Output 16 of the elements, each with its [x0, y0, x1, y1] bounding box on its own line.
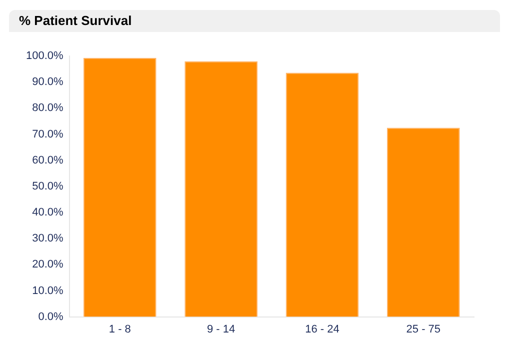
x-tick-label: 9 - 14 — [206, 323, 236, 336]
x-tick-label: 16 - 24 — [305, 323, 340, 336]
y-tick-label: 10.0% — [32, 284, 64, 297]
x-tick-label: 1 - 8 — [108, 323, 131, 336]
y-tick-label: 60.0% — [32, 154, 64, 166]
y-tick-label: 0.0% — [38, 310, 64, 323]
y-tick-label: 20.0% — [32, 258, 64, 271]
y-tick-label: 90.0% — [32, 76, 64, 88]
x-tick-label: 25 - 75 — [406, 323, 441, 336]
y-tick-label: 50.0% — [32, 180, 64, 192]
y-tick-label: 100.0% — [26, 50, 64, 62]
chart-title: % Patient Survival — [19, 13, 132, 28]
y-tick-label: 80.0% — [32, 102, 64, 114]
y-tick-label: 30.0% — [32, 232, 64, 245]
y-tick-label: 70.0% — [32, 128, 64, 140]
y-tick-label: 40.0% — [32, 206, 64, 219]
